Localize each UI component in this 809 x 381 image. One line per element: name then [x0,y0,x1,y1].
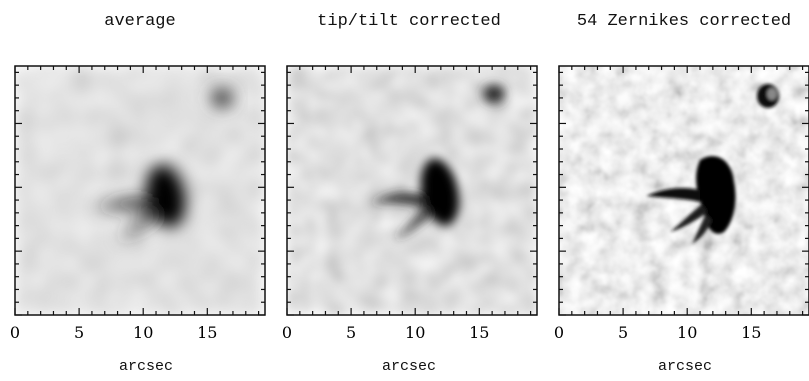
sunspot [646,84,779,244]
x-tick-label: 0 [282,323,292,342]
x-tick-labels-panel-2: 0 5 10 15 [282,323,490,342]
sunspot [370,84,505,240]
panel-average: average [14,12,266,316]
x-tick-label: 15 [469,323,489,342]
x-tick-label: 15 [197,323,217,342]
x-tick-label: 5 [618,323,628,342]
x-tick-label: 5 [346,323,356,342]
panel-title: tip/tilt corrected [317,12,501,31]
x-tick-label: 10 [133,323,153,342]
panel-tip-tilt-corrected: tip/tilt corrected [286,12,538,316]
sunspot [96,88,234,240]
panel-54-zernikes-corrected: 54 Zernikes corrected [558,12,809,316]
axis-ticks [286,66,537,316]
panel-title: 54 Zernikes corrected [577,12,791,31]
axis-ticks [14,66,265,316]
x-tick-label: 10 [405,323,425,342]
x-tick-labels-panel-3: 0 5 10 15 [554,323,762,342]
x-tick-label: 0 [10,323,20,342]
panel-title: average [104,12,175,31]
x-tick-labels-panel-1: 0 5 10 15 [10,323,218,342]
axis-ticks [558,66,809,316]
x-tick-label: 15 [741,323,761,342]
x-tick-label: 5 [74,323,84,342]
x-axis-label: arcsec [382,358,436,375]
solar-image [559,66,809,315]
solar-image [287,66,537,315]
x-axis-label: arcsec [119,358,173,375]
x-tick-label: 0 [554,323,564,342]
solar-image [15,66,265,315]
x-tick-label: 10 [677,323,697,342]
x-axis-label: arcsec [658,358,712,375]
